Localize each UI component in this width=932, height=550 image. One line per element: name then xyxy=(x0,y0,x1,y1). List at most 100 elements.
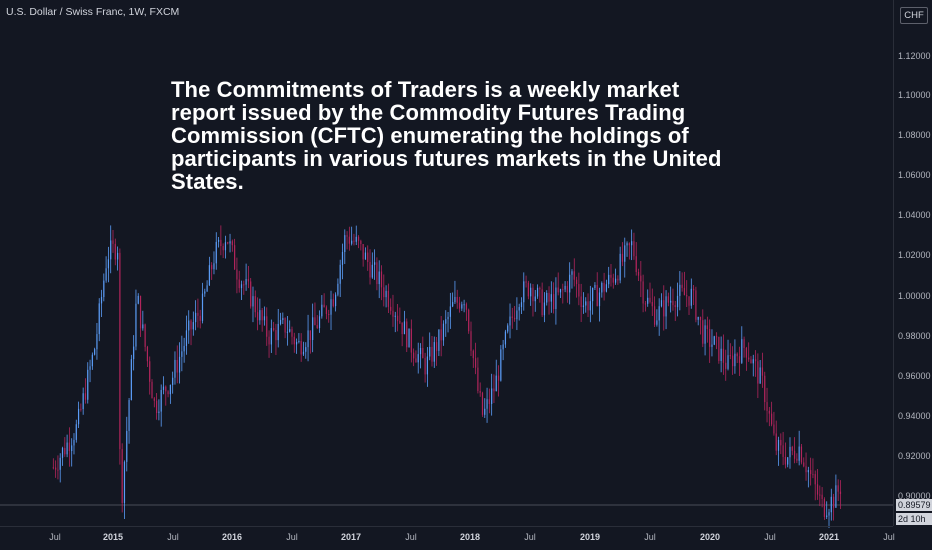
candle xyxy=(339,259,341,297)
candle xyxy=(149,356,151,395)
candle xyxy=(658,298,660,336)
candle xyxy=(133,335,135,371)
time-axis[interactable] xyxy=(0,526,893,527)
candle xyxy=(665,290,667,330)
candle xyxy=(676,282,679,317)
candle xyxy=(268,330,270,358)
candle xyxy=(745,346,747,371)
x-tick-label: 2015 xyxy=(102,532,124,542)
candle xyxy=(192,311,194,336)
candle xyxy=(245,263,247,291)
candle xyxy=(401,322,403,347)
candle xyxy=(791,445,793,456)
candle xyxy=(757,353,759,399)
candle xyxy=(305,342,307,359)
candle xyxy=(247,265,249,289)
candle xyxy=(612,273,614,289)
candle xyxy=(536,284,539,299)
candle xyxy=(392,294,394,327)
candle xyxy=(628,242,630,260)
candle xyxy=(172,371,174,394)
candle xyxy=(282,312,284,325)
candle xyxy=(325,305,328,320)
candle xyxy=(385,285,387,308)
candle xyxy=(608,266,610,289)
candle xyxy=(438,329,440,356)
x-tick-label: 2021 xyxy=(818,532,840,542)
candle xyxy=(534,289,536,312)
candle xyxy=(224,235,227,259)
candle xyxy=(183,337,185,363)
candle xyxy=(337,278,339,297)
candle xyxy=(637,268,640,282)
candle xyxy=(800,443,803,465)
candle xyxy=(128,398,130,444)
y-tick-label: 1.04000 xyxy=(898,210,931,220)
candle xyxy=(279,312,282,326)
candle xyxy=(84,378,87,404)
candle xyxy=(387,283,389,313)
candle xyxy=(699,316,702,335)
x-tick-label: Jul xyxy=(49,532,61,542)
candle xyxy=(114,238,116,266)
candle xyxy=(539,286,541,303)
candle xyxy=(403,310,406,335)
candle xyxy=(259,298,261,325)
candle xyxy=(199,309,201,329)
candle xyxy=(555,277,557,325)
candle xyxy=(686,280,688,308)
candle xyxy=(679,271,681,311)
candle xyxy=(316,315,318,330)
price-axis[interactable] xyxy=(893,0,932,526)
candle xyxy=(286,315,289,346)
candle xyxy=(348,226,350,251)
candle xyxy=(360,239,362,251)
candle xyxy=(504,329,507,348)
candle xyxy=(220,225,222,256)
candle xyxy=(672,288,674,311)
candle xyxy=(254,290,256,318)
candle xyxy=(116,246,119,271)
candle xyxy=(440,315,442,357)
candle xyxy=(546,290,548,306)
candle xyxy=(828,508,830,528)
candle xyxy=(309,330,311,354)
candle xyxy=(789,437,791,469)
candle xyxy=(123,460,126,520)
y-tick-label: 0.92000 xyxy=(898,451,931,461)
candle xyxy=(252,286,254,323)
candle xyxy=(651,288,653,316)
candle xyxy=(357,235,360,249)
candle xyxy=(314,302,316,326)
candle xyxy=(422,336,424,359)
y-tick-label: 1.06000 xyxy=(898,170,931,180)
candle xyxy=(810,457,812,486)
candle xyxy=(130,354,132,401)
currency-button[interactable]: CHF xyxy=(900,7,928,24)
candle xyxy=(190,319,192,346)
candle xyxy=(289,320,291,333)
candle xyxy=(227,241,229,245)
candle xyxy=(626,241,628,257)
x-tick-label: 2016 xyxy=(221,532,243,542)
candle xyxy=(718,336,720,364)
candle xyxy=(374,249,376,280)
candle xyxy=(156,393,158,420)
candle xyxy=(234,238,236,270)
candle xyxy=(364,247,367,260)
candle xyxy=(761,352,764,388)
candle xyxy=(300,333,302,362)
candle xyxy=(741,326,743,364)
candle xyxy=(417,342,419,374)
candle xyxy=(429,332,431,361)
candle xyxy=(748,342,750,362)
candle xyxy=(732,346,734,375)
candle xyxy=(321,295,323,319)
candle xyxy=(819,485,821,507)
candle xyxy=(548,286,550,315)
candle xyxy=(302,341,305,357)
x-tick-label: Jul xyxy=(764,532,776,542)
last-price-label: 0.89579 xyxy=(896,499,932,511)
